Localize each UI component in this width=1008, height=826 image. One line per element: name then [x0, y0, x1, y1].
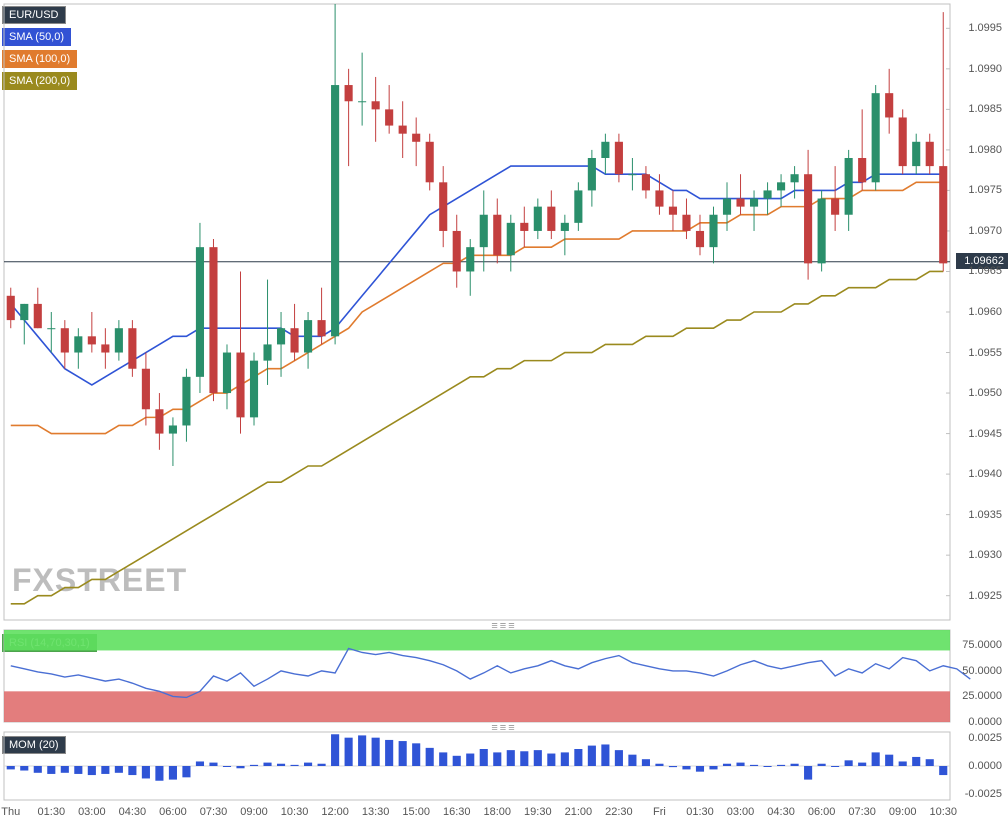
price-ytick: 1.0960: [968, 306, 1002, 318]
price-ytick: 1.0930: [968, 549, 1002, 561]
time-xtick: 15:00: [402, 806, 430, 818]
time-xtick: 06:00: [159, 806, 187, 818]
time-xtick: Fri: [653, 806, 666, 818]
time-xtick: 09:00: [240, 806, 268, 818]
rsi-ytick: 25.0000: [962, 690, 1002, 702]
time-xtick: 16:30: [443, 806, 471, 818]
momentum-chart[interactable]: [0, 0, 1008, 826]
mom-ytick: -0.0025: [965, 788, 1002, 800]
time-xtick: 18:00: [484, 806, 512, 818]
price-ytick: 1.0925: [968, 590, 1002, 602]
time-xtick: 21:00: [565, 806, 593, 818]
price-ytick: 1.0990: [968, 63, 1002, 75]
mom-ytick: 0.0000: [968, 760, 1002, 772]
price-ytick: 1.0980: [968, 144, 1002, 156]
rsi-ytick: 50.0000: [962, 665, 1002, 677]
price-ytick: 1.0935: [968, 509, 1002, 521]
rsi-ytick: 0.0000: [968, 716, 1002, 728]
time-xtick: 03:00: [78, 806, 106, 818]
mom-ytick: 0.0025: [968, 732, 1002, 744]
price-ytick: 1.0970: [968, 225, 1002, 237]
price-ytick: 1.0985: [968, 103, 1002, 115]
price-ytick: 1.0940: [968, 468, 1002, 480]
time-xtick: 12:00: [321, 806, 349, 818]
time-xtick: 09:00: [889, 806, 917, 818]
price-ytick: 1.0975: [968, 184, 1002, 196]
price-ytick: 1.0995: [968, 22, 1002, 34]
time-xtick: 19:30: [524, 806, 552, 818]
time-xtick: 06:00: [808, 806, 836, 818]
rsi-ytick: 75.0000: [962, 639, 1002, 651]
price-ytick: 1.0950: [968, 387, 1002, 399]
time-xtick: 01:30: [38, 806, 66, 818]
price-ytick: 1.0945: [968, 428, 1002, 440]
time-xtick: 04:30: [767, 806, 795, 818]
time-xtick: 22:30: [605, 806, 633, 818]
time-xtick: 03:00: [727, 806, 755, 818]
time-xtick: 01:30: [686, 806, 714, 818]
price-ytick: 1.0955: [968, 347, 1002, 359]
time-xtick: 04:30: [119, 806, 147, 818]
time-xtick: 07:30: [200, 806, 228, 818]
time-xtick: Thu: [1, 806, 20, 818]
time-xtick: 10:30: [281, 806, 309, 818]
time-xtick: 07:30: [848, 806, 876, 818]
time-xtick: 10:30: [929, 806, 957, 818]
time-xtick: 13:30: [362, 806, 390, 818]
price-ytick: 1.0965: [968, 265, 1002, 277]
